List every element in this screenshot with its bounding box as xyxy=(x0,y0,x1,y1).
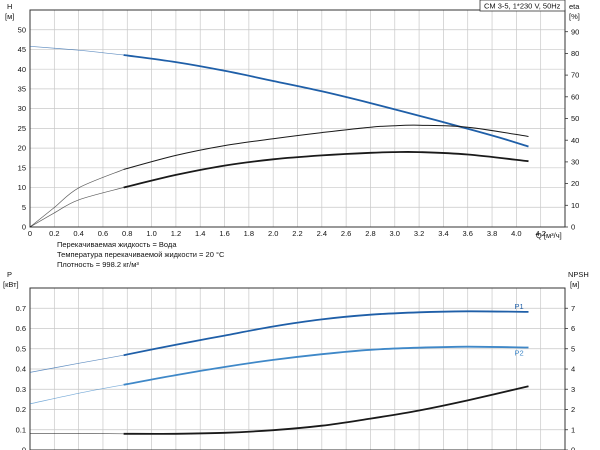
y-right-tick-label: 80 xyxy=(571,49,579,58)
npsh-axis-name: NPSH xyxy=(568,270,589,279)
y-right-tick-label: 7 xyxy=(571,304,575,313)
bottom-grid xyxy=(29,288,565,450)
top-panel: 0 0.2 0.4 0.6 0.8 1.0 1.2 1.4 1.6 1.8 2.0 2.2 2.4 2.6… xyxy=(5,0,580,269)
y-right-tick-label: 0 xyxy=(571,446,575,450)
x-tick-label: 1.0 xyxy=(146,229,156,238)
x-tick-label: 1.4 xyxy=(195,229,205,238)
npsh-axis-unit: [м] xyxy=(570,280,579,289)
series-eta_lower-line xyxy=(123,150,529,189)
series-P2-extrapolated xyxy=(29,384,124,405)
y-left-tick-label: 0.2 xyxy=(16,405,26,414)
y-left-tick-label: 0.4 xyxy=(16,365,26,374)
y-right-tick-label: 6 xyxy=(571,324,575,333)
x-tick-label: 2.2 xyxy=(292,229,302,238)
x-tick-label: 2.4 xyxy=(317,229,327,238)
y-left-tick-label: 10 xyxy=(18,183,26,192)
series-H-line xyxy=(123,54,529,148)
note-fluid: Перекачиваемая жидкость = Вода xyxy=(57,240,177,249)
x-tick-label: 4.2 xyxy=(535,229,545,238)
h-axis-name: H xyxy=(7,2,12,11)
y-right-tick-label: 1 xyxy=(571,425,575,434)
y-left-tick-label: 50 xyxy=(18,25,26,34)
series-NPSH-line xyxy=(123,385,529,435)
series-P1-line xyxy=(123,310,529,357)
y-left-tick-label: 45 xyxy=(18,45,26,54)
bottom-ticks: 0 0.1 0.2 0.3 0.4 0.5 0.6 0.7 0 1 2 3 4 5 6 7 xyxy=(16,304,575,450)
top-series xyxy=(29,45,529,228)
y-right-tick-label: 30 xyxy=(571,158,579,167)
x-tick-label: 1.6 xyxy=(219,229,229,238)
x-tick-label: 2.8 xyxy=(365,229,375,238)
x-tick-label: 1.8 xyxy=(244,229,254,238)
y-right-tick-label: 20 xyxy=(571,179,579,188)
y-left-tick-label: 0.1 xyxy=(16,425,26,434)
series-H-extrapolated xyxy=(29,45,124,56)
x-tick-label: 3.8 xyxy=(487,229,497,238)
y-left-tick-label: 40 xyxy=(18,65,26,74)
y-left-tick-label: 5 xyxy=(22,203,26,212)
y-right-tick-label: 5 xyxy=(571,344,575,353)
eta-axis-unit: [%] xyxy=(569,12,580,21)
series-P2-line xyxy=(123,345,529,386)
y-right-tick-label: 2 xyxy=(571,405,575,414)
y-right-tick-label: 60 xyxy=(571,92,579,101)
series-label-P1: P1 xyxy=(515,302,524,311)
y-right-tick-label: 10 xyxy=(571,201,579,210)
y-left-tick-label: 0 xyxy=(22,446,26,450)
y-right-tick-label: 50 xyxy=(571,114,579,123)
y-right-tick-label: 4 xyxy=(571,365,575,374)
x-tick-label: 1.2 xyxy=(171,229,181,238)
y-right-tick-label: 40 xyxy=(571,136,579,145)
series-eta_upper-extrapolated xyxy=(29,169,124,228)
x-tick-label: 2.0 xyxy=(268,229,278,238)
y-left-tick-label: 0 xyxy=(22,223,26,232)
x-tick-label: 3.6 xyxy=(463,229,473,238)
y-left-tick-label: 25 xyxy=(18,124,26,133)
q-axis-label: Q [м³/ч] xyxy=(536,231,562,240)
y-left-tick-label: 20 xyxy=(18,144,26,153)
x-tick-label: 0.4 xyxy=(73,229,83,238)
note-temperature: Температура перекачиваемой жидкости = 20… xyxy=(57,250,225,259)
y-left-tick-label: 0.5 xyxy=(16,344,26,353)
top-grid xyxy=(29,10,565,228)
y-left-tick-label: 30 xyxy=(18,104,26,113)
y-left-tick-label: 0.6 xyxy=(16,324,26,333)
y-right-tick-label: 0 xyxy=(571,223,575,232)
title-box xyxy=(479,0,566,12)
series-eta_lower-extrapolated xyxy=(29,187,124,228)
y-left-tick-label: 15 xyxy=(18,163,26,172)
y-right-tick-label: 3 xyxy=(571,385,575,394)
y-right-tick-label: 70 xyxy=(571,71,579,80)
x-tick-label: 0.2 xyxy=(49,229,59,238)
x-tick-label: 4.0 xyxy=(511,229,521,238)
bottom-panel: P1 P2 0 0.1 0.2 0.3 0.4 0.5 0.6 0.7 0 1 2 3 4 5 6 7 P [к… xyxy=(3,270,589,450)
y-left-tick-label: 0.7 xyxy=(16,304,26,313)
series-label-P2: P2 xyxy=(515,349,524,358)
x-tick-label: 3.0 xyxy=(390,229,400,238)
p-axis-name: P xyxy=(7,270,12,279)
y-left-tick-label: 35 xyxy=(18,85,26,94)
p-axis-unit: [кВт] xyxy=(3,280,19,289)
note-density: Плотность = 998.2 кг/м³ xyxy=(57,260,139,269)
bottom-series: P1 P2 xyxy=(29,302,529,435)
x-tick-label: 0.6 xyxy=(98,229,108,238)
x-tick-label: 2.6 xyxy=(341,229,351,238)
eta-axis-name: eta xyxy=(569,2,580,11)
y-right-tick-label: 90 xyxy=(571,27,579,36)
y-left-tick-label: 0.3 xyxy=(16,385,26,394)
top-ticks: 0 0.2 0.4 0.6 0.8 1.0 1.2 1.4 1.6 1.8 2.0 2.2 2.4 2.6… xyxy=(18,25,580,238)
x-tick-label: 0 xyxy=(28,229,32,238)
chart-title: CM 3-5, 1*230 V, 50Hz xyxy=(484,2,561,11)
series-eta_upper-line xyxy=(123,124,529,170)
x-tick-label: 0.8 xyxy=(122,229,132,238)
series-P1-extrapolated xyxy=(29,354,124,373)
x-tick-label: 3.4 xyxy=(438,229,448,238)
x-tick-label: 3.2 xyxy=(414,229,424,238)
h-axis-unit: [м] xyxy=(5,12,14,21)
